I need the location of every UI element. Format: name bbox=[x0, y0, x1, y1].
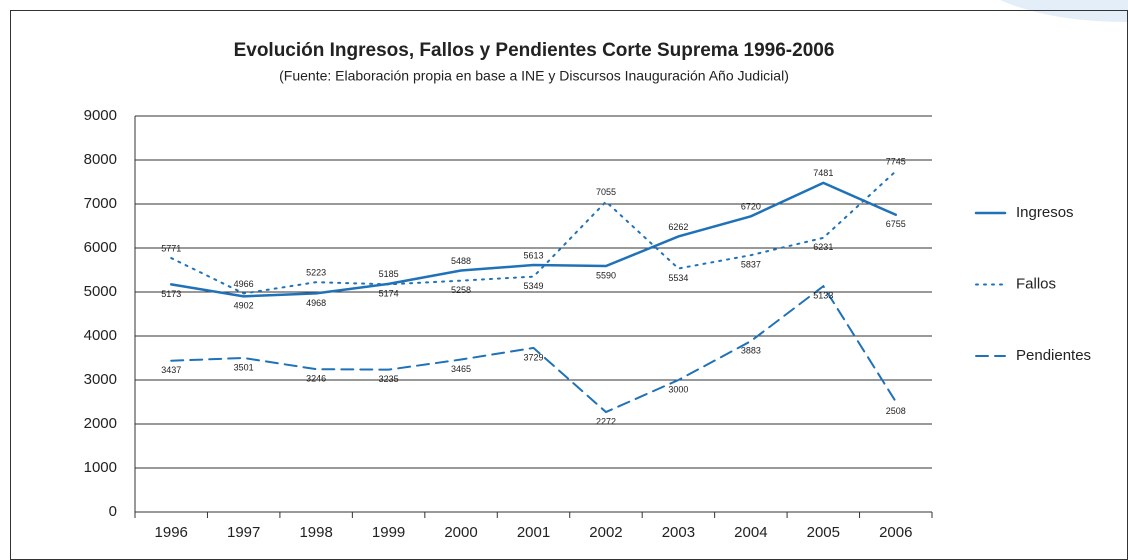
chart-title: Evolución Ingresos, Fallos y Pendientes … bbox=[234, 40, 835, 61]
chart-subtitle: (Fuente: Elaboración propia en base a IN… bbox=[279, 68, 789, 84]
data-label: 6755 bbox=[886, 219, 906, 229]
y-tick-label: 0 bbox=[109, 503, 117, 520]
data-label: 5488 bbox=[451, 256, 471, 266]
data-label: 3883 bbox=[741, 346, 761, 356]
data-label: 3501 bbox=[234, 362, 254, 372]
y-tick-label: 5000 bbox=[84, 283, 117, 300]
x-tick-label: 1996 bbox=[155, 524, 188, 541]
y-tick-label: 2000 bbox=[84, 415, 117, 432]
x-tick-label: 2001 bbox=[517, 524, 550, 541]
x-tick-label: 1998 bbox=[299, 524, 332, 541]
data-label: 5133 bbox=[813, 291, 833, 301]
x-tick-label: 2000 bbox=[444, 524, 477, 541]
data-label: 5613 bbox=[523, 250, 543, 260]
data-label: 5771 bbox=[161, 243, 181, 253]
data-label: 5534 bbox=[668, 273, 688, 283]
x-tick-label: 2004 bbox=[734, 524, 767, 541]
data-label: 3729 bbox=[523, 352, 543, 362]
data-label: 4968 bbox=[306, 298, 326, 308]
y-tick-label: 6000 bbox=[84, 239, 117, 256]
y-tick-label: 4000 bbox=[84, 327, 117, 344]
data-label: 6720 bbox=[741, 202, 761, 212]
data-label: 5590 bbox=[596, 270, 616, 280]
y-tick-label: 1000 bbox=[84, 459, 117, 476]
data-label: 5258 bbox=[451, 285, 471, 295]
y-tick-label: 7000 bbox=[84, 195, 117, 212]
data-label: 4966 bbox=[234, 279, 254, 289]
data-label: 6231 bbox=[813, 242, 833, 252]
legend-label: Fallos bbox=[1016, 275, 1056, 292]
data-label: 7745 bbox=[886, 157, 906, 167]
data-label: 3437 bbox=[161, 365, 181, 375]
y-tick-label: 8000 bbox=[84, 151, 117, 168]
legend-label: Ingresos bbox=[1016, 204, 1074, 221]
x-tick-label: 2002 bbox=[589, 524, 622, 541]
y-tick-label: 9000 bbox=[84, 107, 117, 124]
data-label: 5174 bbox=[379, 289, 399, 299]
data-label: 5173 bbox=[161, 289, 181, 299]
x-tick-label: 2003 bbox=[662, 524, 695, 541]
x-tick-label: 2006 bbox=[879, 524, 912, 541]
data-label: 3235 bbox=[379, 374, 399, 384]
data-label: 3246 bbox=[306, 374, 326, 384]
x-tick-label: 2005 bbox=[807, 524, 840, 541]
line-series bbox=[170, 170, 897, 295]
data-label: 3000 bbox=[668, 384, 688, 394]
legend-label: Pendientes bbox=[1016, 347, 1091, 364]
data-label: 2508 bbox=[886, 406, 906, 416]
data-label: 6262 bbox=[668, 222, 688, 232]
data-label: 3465 bbox=[451, 364, 471, 374]
data-label: 7481 bbox=[813, 168, 833, 178]
data-label: 5349 bbox=[523, 281, 543, 291]
data-label: 5837 bbox=[741, 260, 761, 270]
data-label: 4902 bbox=[234, 301, 254, 311]
x-tick-label: 1999 bbox=[372, 524, 405, 541]
y-tick-label: 3000 bbox=[84, 371, 117, 388]
data-label: 5185 bbox=[379, 269, 399, 279]
x-tick-label: 1997 bbox=[227, 524, 260, 541]
line-series bbox=[169, 181, 898, 298]
data-label: 7055 bbox=[596, 187, 616, 197]
data-label: 2272 bbox=[596, 416, 616, 426]
line-series bbox=[170, 284, 897, 414]
data-label: 5223 bbox=[306, 268, 326, 278]
